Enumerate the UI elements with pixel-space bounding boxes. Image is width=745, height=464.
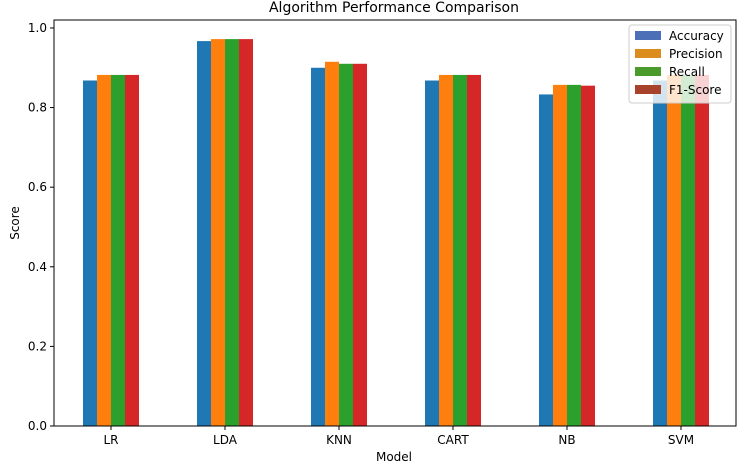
chart-title: Algorithm Performance Comparison: [269, 0, 519, 16]
bar-svm-accuracy: [653, 80, 667, 427]
x-tick-label: KNN: [326, 433, 352, 447]
bar-knn-f1-score: [353, 63, 367, 427]
y-axis: 0.0 0.2 0.4 0.6 0.8 1.0: [28, 21, 54, 433]
x-tick-label: CART: [437, 433, 469, 447]
y-tick-label: 1.0: [28, 21, 47, 35]
bar-knn-accuracy: [311, 67, 325, 426]
bar-lda-precision: [211, 39, 225, 426]
bar-lda-accuracy: [197, 41, 211, 427]
bars-layer: [83, 39, 709, 427]
plot-frame: [53, 19, 737, 427]
y-axis-label: Score: [8, 206, 22, 240]
legend-swatch-recall: [635, 67, 661, 76]
x-tick-label: SVM: [668, 433, 694, 447]
legend-box: [628, 24, 732, 104]
bar-cart-f1-score: [467, 74, 481, 426]
legend: Accuracy Precision Recall F1-Score: [628, 24, 732, 104]
bar-svm-f1-score: [695, 74, 709, 426]
bar-lr-precision: [97, 74, 111, 426]
legend-label-precision: Precision: [669, 47, 723, 61]
legend-label-accuracy: Accuracy: [669, 29, 724, 43]
bar-nb-accuracy: [539, 94, 553, 426]
y-tick-label: 0.0: [28, 419, 47, 433]
legend-label-recall: Recall: [669, 65, 705, 79]
bar-cart-precision: [439, 74, 453, 426]
bar-knn-recall: [339, 63, 353, 427]
legend-swatch-precision: [635, 49, 661, 58]
y-tick-label: 0.2: [28, 339, 47, 353]
bar-nb-recall: [567, 84, 581, 426]
bar-lr-f1-score: [125, 74, 139, 426]
bar-cart-accuracy: [425, 80, 439, 427]
legend-label-f1-score: F1-Score: [669, 83, 721, 97]
legend-swatch-accuracy: [635, 31, 661, 40]
x-axis-label: Model: [376, 450, 412, 464]
bar-nb-f1-score: [581, 85, 595, 427]
bar-lr-recall: [111, 74, 125, 426]
x-tick-label: LDA: [213, 433, 238, 447]
y-tick-label: 0.4: [28, 260, 47, 274]
bar-cart-recall: [453, 74, 467, 426]
x-tick-label: NB: [558, 433, 575, 447]
bar-knn-precision: [325, 61, 339, 426]
x-tick-label: LR: [103, 433, 118, 447]
bar-svm-precision: [667, 74, 681, 426]
y-tick-label: 0.6: [28, 180, 47, 194]
bar-lda-f1-score: [239, 39, 253, 426]
x-axis: LR LDA KNN CART NB SVM: [103, 426, 694, 447]
bar-nb-precision: [553, 84, 567, 426]
y-tick-label: 0.8: [28, 101, 47, 115]
bar-lda-recall: [225, 39, 239, 426]
bar-lr-accuracy: [83, 80, 97, 427]
legend-swatch-f1-score: [635, 85, 661, 94]
bar-svm-recall: [681, 74, 695, 426]
